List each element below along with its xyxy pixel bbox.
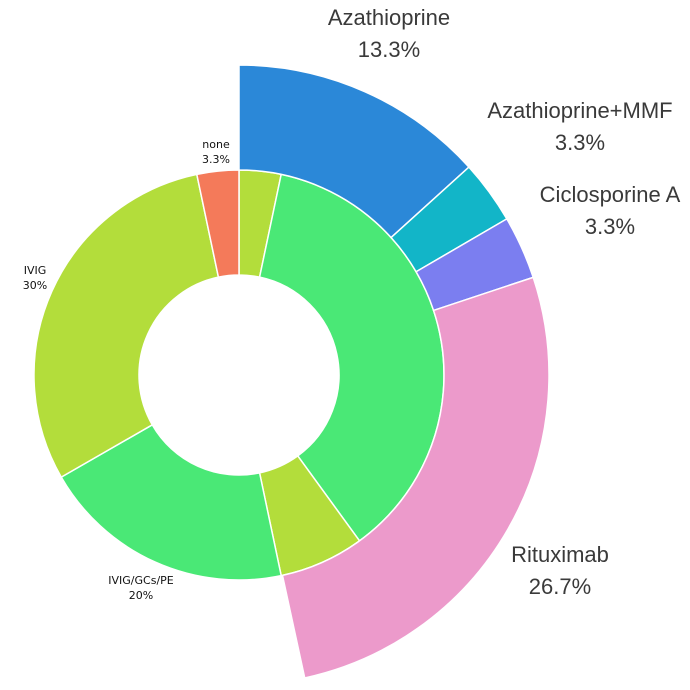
inner-slice-4[interactable] [33, 173, 220, 479]
outer-slice-3[interactable] [281, 276, 550, 679]
inner-slice-label-3: IVIG/GCs/PE 20% [108, 574, 174, 602]
inner-slice-5[interactable] [195, 169, 240, 279]
inner-slice-label-5: none 3.3% [202, 138, 230, 166]
inner-slice-3[interactable] [60, 423, 283, 581]
outer-slice-label-0: Azathioprine 13.3% [328, 5, 450, 62]
outer-slice-label-2: Ciclosporine A 3.3% [540, 182, 681, 239]
outer-slice-label-1: Azathioprine+MMF 3.3% [487, 98, 672, 155]
outer-slice-label-3: Rituximab 26.7% [511, 542, 609, 599]
inner-slice-label-4: IVIG 30% [23, 264, 47, 292]
